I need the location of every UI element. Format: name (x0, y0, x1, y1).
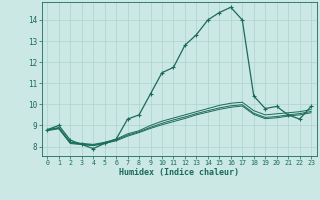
X-axis label: Humidex (Indice chaleur): Humidex (Indice chaleur) (119, 168, 239, 177)
